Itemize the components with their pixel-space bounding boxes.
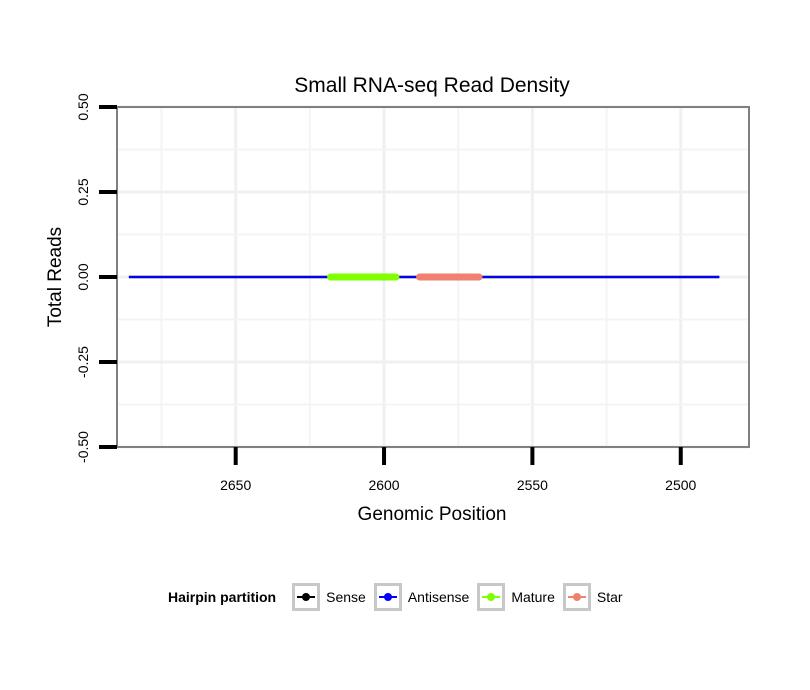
y-axis: -0.50 -0.25 0.00 0.25 0.50 <box>75 93 117 463</box>
legend-item-sense: Sense <box>292 583 366 611</box>
x-axis: 2650 2600 2550 2500 <box>220 447 697 493</box>
legend-label-star: Star <box>596 589 623 605</box>
y-tick-label: -0.50 <box>75 431 91 463</box>
legend-label-mature: Mature <box>511 589 555 605</box>
y-axis-label: Total Reads <box>45 227 66 327</box>
x-tick-label: 2550 <box>517 477 548 493</box>
y-tick-label: 0.00 <box>75 263 91 290</box>
legend-key-sense <box>292 583 321 611</box>
x-tick-label: 2500 <box>665 477 696 493</box>
legend-key-mature <box>477 583 506 611</box>
chart-title: Small RNA-seq Read Density <box>294 74 570 97</box>
legend-key-star <box>562 583 591 611</box>
legend: Hairpin partition Sense Antisense Mature… <box>168 580 631 614</box>
legend-label-antisense: Antisense <box>407 589 470 605</box>
y-tick-label: 0.50 <box>75 93 91 120</box>
legend-item-antisense: Antisense <box>373 583 470 611</box>
x-tick-label: 2650 <box>220 477 251 493</box>
legend-label-sense: Sense <box>326 589 366 605</box>
legend-title: Hairpin partition <box>168 589 277 605</box>
legend-key-antisense <box>373 583 402 611</box>
y-tick-label: -0.25 <box>75 346 91 378</box>
x-axis-label: Genomic Position <box>358 504 507 525</box>
legend-item-star: Star <box>562 583 623 611</box>
x-tick-label: 2600 <box>368 477 399 493</box>
y-tick-label: 0.25 <box>75 178 91 205</box>
legend-item-mature: Mature <box>477 583 555 611</box>
